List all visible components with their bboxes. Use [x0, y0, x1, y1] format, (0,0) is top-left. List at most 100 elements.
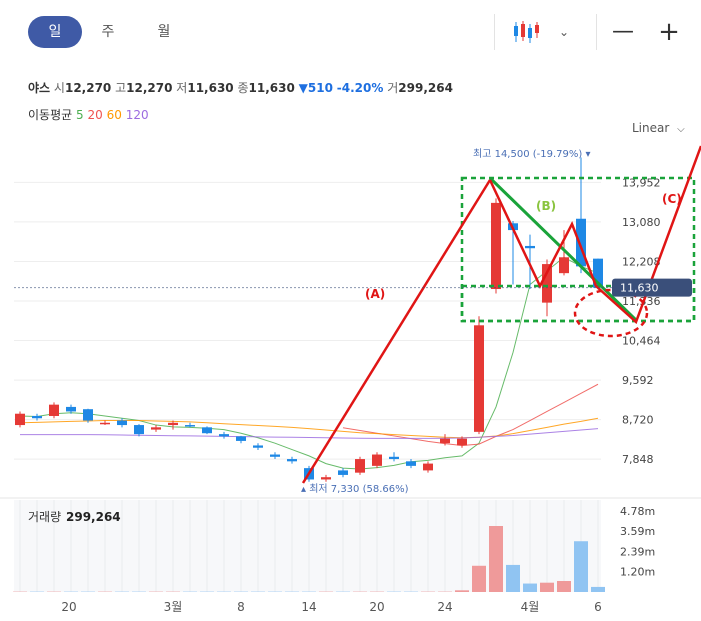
chart-toolbar: 일 주 월 ⌄ — + — [0, 0, 701, 64]
current-price-label: 11,630 — [620, 282, 659, 295]
candle-body — [185, 425, 195, 427]
candle-body — [525, 245, 535, 249]
volume-bar — [574, 541, 588, 592]
candle-body — [389, 456, 399, 460]
scale-label: Linear — [632, 121, 670, 135]
price-tick-label: 8,720 — [622, 414, 654, 427]
candle-body — [253, 445, 263, 448]
close-value: 11,630 — [248, 81, 295, 95]
volume-bar — [455, 590, 469, 592]
volume-bar — [506, 564, 520, 592]
minimize-button[interactable]: — — [612, 19, 634, 44]
ma-120-label: 120 — [125, 108, 149, 122]
chevron-down-icon[interactable]: ⌄ — [558, 25, 570, 39]
chevron-down-icon: ⌵ — [677, 124, 685, 135]
volume-bar — [489, 526, 503, 592]
candle-body — [15, 413, 25, 426]
price-tick-label: 10,464 — [622, 335, 661, 348]
candle-body — [321, 477, 331, 480]
open-value: 12,270 — [64, 81, 112, 95]
candle-body — [440, 438, 450, 444]
current-price-tag — [612, 278, 692, 297]
volume-tick-label: 3.59m — [620, 525, 655, 538]
wave-a-label: (A) — [365, 287, 385, 301]
candle-body — [491, 202, 501, 290]
volume-pane-background — [14, 500, 601, 592]
ma-5-line — [19, 256, 599, 470]
x-axis-label: 20 — [61, 600, 76, 614]
x-axis-label: 6 — [594, 600, 602, 614]
wave-c-label: (C) — [662, 192, 682, 206]
candle-body — [576, 218, 586, 267]
candle-body — [406, 461, 416, 466]
candle-body — [287, 459, 297, 462]
x-axis-label: 20 — [369, 600, 384, 614]
low-value: 11,630 — [187, 81, 234, 95]
x-axis-label: 24 — [437, 600, 452, 614]
volume-title-value: 299,264 — [66, 510, 121, 524]
high-price-marker: 최고 14,500 (-19.79%) ▾ — [473, 148, 591, 160]
low-price-marker: ▴ 최저 7,330 (58.66%) — [301, 483, 409, 495]
tab-month[interactable]: 월 — [157, 24, 171, 40]
candle-body — [355, 459, 365, 473]
moving-average-legend[interactable]: 이동평균 5 20 60 120 — [28, 106, 149, 123]
tab-week[interactable]: 주 — [101, 24, 115, 40]
candle-body — [100, 422, 110, 425]
divider — [494, 14, 495, 50]
x-axis-label: 3월 — [164, 600, 183, 614]
ma-20-line — [342, 383, 599, 446]
candle-body — [372, 454, 382, 466]
quote-summary: 야스 시12,270 고12,270 저11,630 종11,630 ▼510 … — [28, 79, 453, 96]
candle-body — [117, 420, 127, 426]
candle-body — [83, 409, 93, 421]
candle-body — [457, 438, 467, 446]
volume-label: 거 — [387, 81, 399, 95]
volume-title-label: 거래량 — [28, 510, 61, 524]
volume-bar — [591, 586, 605, 592]
divider — [596, 14, 597, 50]
candlestick-icon[interactable] — [508, 14, 544, 50]
candle-body — [236, 436, 246, 441]
volume-bar — [472, 565, 486, 592]
price-tick-label: 13,080 — [622, 216, 661, 229]
x-axis-label: 4월 — [521, 600, 540, 614]
volume-tick-label: 2.39m — [620, 546, 655, 559]
ma-60-label: 60 — [106, 108, 122, 122]
volume-bar — [523, 583, 537, 592]
x-axis-label: 8 — [237, 600, 245, 614]
volume-bar — [557, 581, 571, 592]
candle-body — [338, 470, 348, 475]
scale-selector[interactable]: Linear ⌵ — [632, 121, 685, 135]
low-label: 저 — [176, 81, 188, 95]
target-ellipse — [573, 288, 649, 338]
price-tick-label: 12,208 — [622, 255, 661, 268]
candle-body — [151, 427, 161, 430]
wave-a-line — [301, 179, 492, 484]
ma-label: 이동평균 — [28, 108, 73, 122]
high-label: 고 — [115, 81, 127, 95]
volume-tick-label: 4.78m — [620, 505, 655, 518]
candle-body — [134, 425, 144, 435]
candle-body — [202, 427, 212, 434]
price-tick-label: 13,952 — [622, 176, 661, 189]
high-value: 12,270 — [126, 81, 173, 95]
close-label: 종 — [237, 81, 249, 95]
add-button[interactable]: + — [658, 17, 680, 47]
candle-body — [168, 422, 178, 426]
volume-bar — [540, 582, 554, 592]
candle-body — [66, 406, 76, 412]
ma-60-line — [19, 417, 599, 439]
wave-b-label: (B) — [536, 199, 556, 213]
candle-body — [219, 434, 229, 437]
change-percent: -4.20% — [336, 81, 384, 95]
candle-body — [559, 257, 569, 274]
wave-b-trendline — [488, 176, 638, 322]
price-tick-label: 9,592 — [622, 374, 654, 387]
change-value: ▼510 — [298, 81, 333, 95]
candle-body — [474, 325, 484, 432]
x-axis-label: 14 — [301, 600, 316, 614]
tab-day[interactable]: 일 — [28, 16, 82, 48]
ma-5-label: 5 — [76, 108, 84, 122]
candle-body — [593, 258, 603, 288]
